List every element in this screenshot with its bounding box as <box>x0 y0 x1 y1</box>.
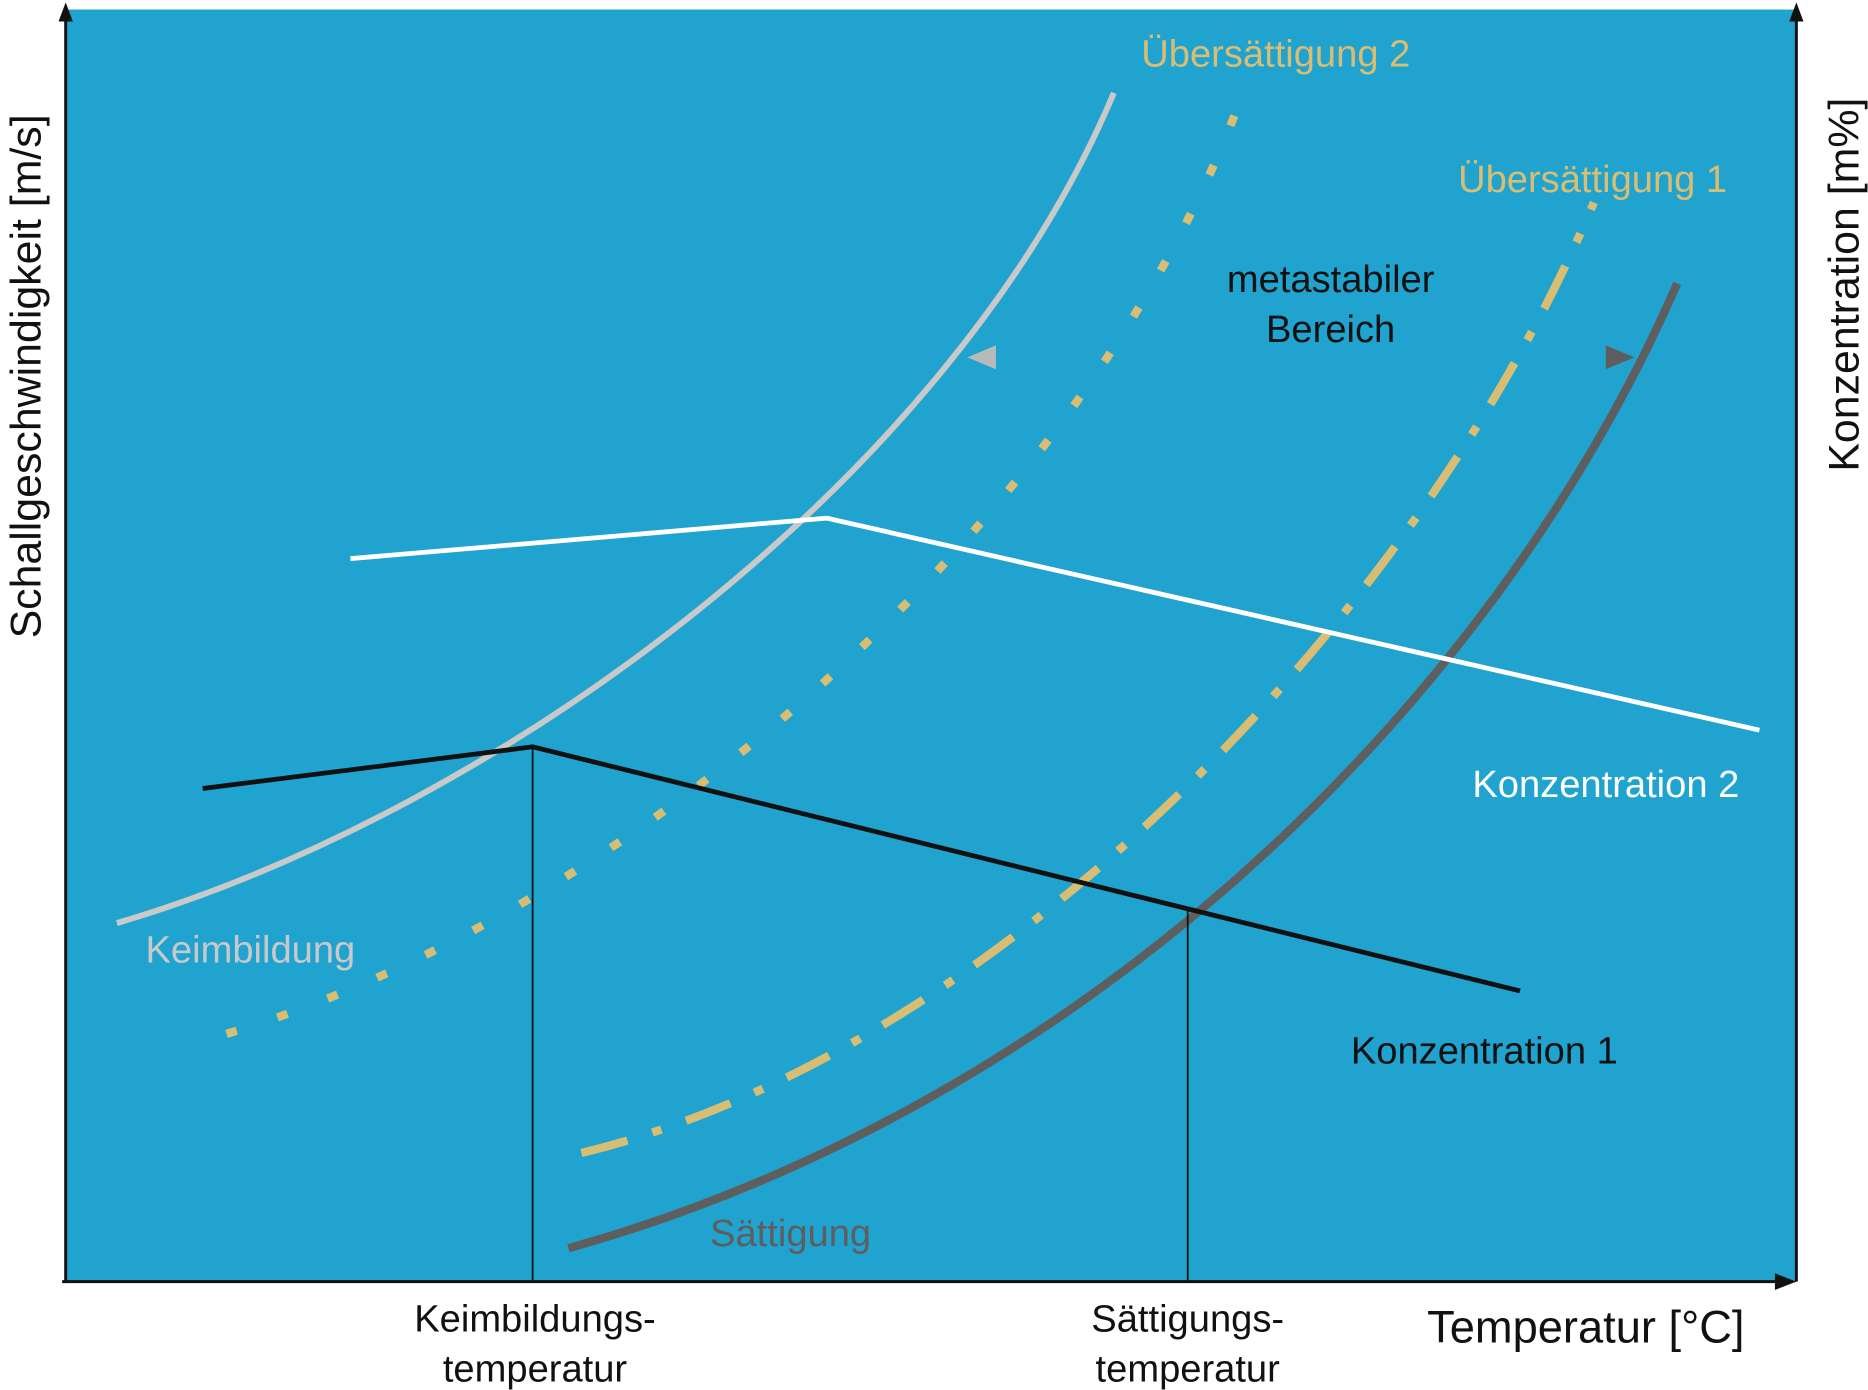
supersaturation1-curve <box>580 200 1598 1158</box>
y-left-label: Schallgeschwindigkeit [m/s] <box>3 114 51 638</box>
concentration2-line <box>350 515 1760 733</box>
axes <box>62 16 1798 1284</box>
metastable-range-arrow <box>967 345 1635 370</box>
nucleation-label: Keimbildung <box>145 929 355 971</box>
supersaturation1-label: Übersättigung 1 <box>1458 159 1727 201</box>
plot-area <box>65 9 1797 1282</box>
saturation-temp-label-2: temperatur <box>1096 1349 1281 1390</box>
concentration1-label: Konzentration 1 <box>1351 1031 1618 1073</box>
supersaturation2-label: Übersättigung 2 <box>1141 34 1410 76</box>
nucleation-temp-label-1: Keimbildungs- <box>414 1299 655 1341</box>
metastable-label-2: Bereich <box>1266 309 1395 351</box>
y-right-arrow-icon <box>1789 2 1804 22</box>
saturation-temp-label-1: Sättigungs- <box>1091 1299 1284 1341</box>
y-left-arrow-icon <box>58 2 73 22</box>
saturation-curve <box>567 281 1682 1253</box>
concentration2-label: Konzentration 2 <box>1472 764 1739 806</box>
x-label: Temperatur [°C] <box>1427 1301 1744 1352</box>
y-right-label: Konzentration [m%] <box>1820 98 1868 472</box>
metastable-label-1: metastabiler <box>1227 259 1435 301</box>
nucleation-temp-label-2: temperatur <box>443 1349 628 1390</box>
saturation-label: Sättigung <box>710 1213 871 1255</box>
nucleation-curve <box>116 91 1117 926</box>
x-arrow-icon <box>1774 1273 1797 1290</box>
